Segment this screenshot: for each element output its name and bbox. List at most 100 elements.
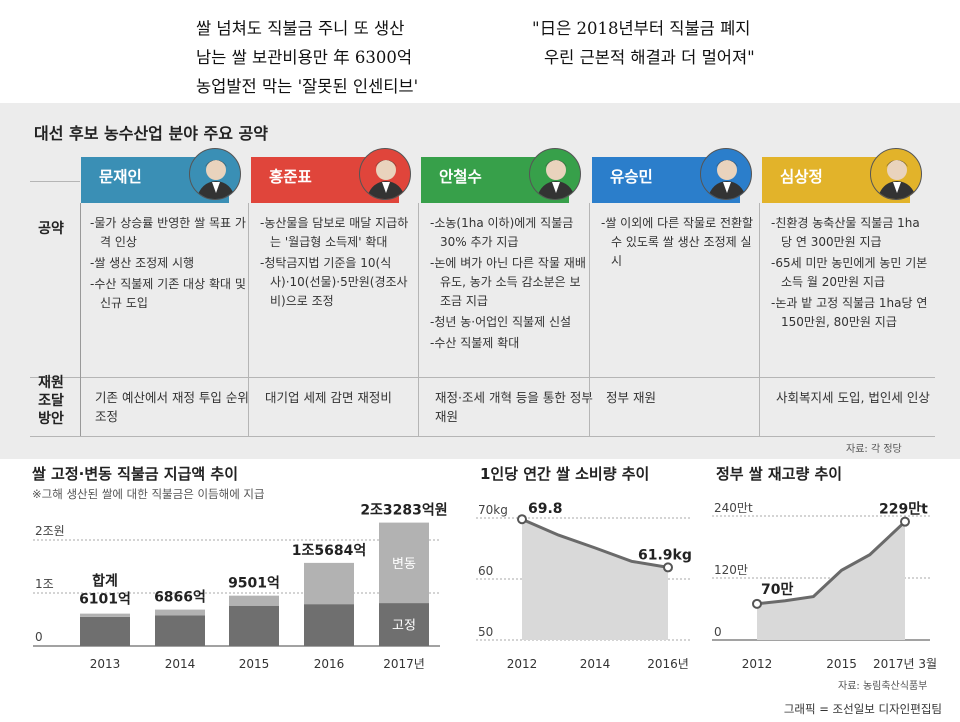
candidate-portrait	[189, 148, 241, 200]
candidate-portrait	[870, 148, 922, 200]
portrait-icon	[707, 160, 747, 199]
candidate-funding: 재정·조세 개혁 등을 통한 정부 재원	[435, 390, 593, 424]
total-label: 6866억	[154, 590, 206, 606]
stock-source: 자료: 농림축산식품부	[838, 681, 928, 692]
bar-variable	[304, 562, 354, 605]
portrait-icon	[366, 160, 406, 199]
x-tick-label: 2015	[826, 657, 857, 671]
headline-quote-line: "日은 2018년부터 직불금 폐지	[532, 19, 751, 38]
subsidy-chart-title: 쌀 고정·변동 직불금 지급액 추이	[32, 465, 238, 483]
candidate-funding: 정부 재원	[606, 390, 656, 405]
y-tick-label: 50	[478, 625, 493, 639]
graphic-credit: 그래픽 = 조선일보 디자인편집팀	[783, 702, 942, 716]
y-tick-label: 0	[714, 625, 722, 639]
x-tick-label: 2015	[239, 657, 270, 671]
series-line	[756, 520, 907, 606]
pledge-item: -청탁금지법 기준을 10(식사)·10(선물)·5만원(경조사비)으로 조정	[260, 256, 408, 308]
x-tick-label: 2012	[742, 657, 773, 671]
y-tick-label: 70kg	[478, 503, 508, 517]
bar-fixed	[155, 615, 205, 646]
bar-variable	[229, 595, 279, 606]
series-label-fixed: 고정	[392, 619, 416, 634]
candidate-portrait	[359, 148, 411, 200]
stock-chart-title: 정부 쌀 재고량 추이	[716, 465, 843, 483]
area-fill	[522, 519, 668, 640]
candidate-pledges: -쌀 이외에 다른 작물로 전환할 수 있도록 쌀 생산 조정제 실시	[601, 214, 759, 273]
data-point	[752, 598, 762, 609]
pledge-item: -논과 밭 고정 직불금 1ha당 연 150만원, 80만원 지급	[771, 296, 928, 329]
y-tick-label: 240만t	[714, 501, 753, 515]
consumption-chart-title: 1인당 연간 쌀 소비량 추이	[480, 465, 650, 483]
x-tick-label: 2013	[90, 657, 121, 671]
pledge-panel-title: 대선 후보 농수산업 분야 주요 공약	[34, 124, 268, 143]
row-label-pledge: 공약	[38, 221, 64, 237]
pledge-item: -수산 직불제 기존 대상 확대 및 신규 도입	[90, 277, 246, 310]
data-label: 229만t	[879, 502, 928, 518]
pledge-item: -농산물을 담보로 매달 지급하는 '월급형 소득제' 확대	[260, 216, 409, 249]
x-tick-label: 2016	[314, 657, 345, 671]
total-label: 6101억	[79, 592, 131, 608]
bar-variable	[80, 613, 130, 617]
candidate-pledges: -소농(1ha 이하)에게 직불금 30% 추가 지급 -논에 벼가 아닌 다른 …	[430, 214, 588, 355]
pledge-item: -소농(1ha 이하)에게 직불금 30% 추가 지급	[430, 216, 574, 249]
column-divider	[589, 203, 590, 436]
bar-variable	[155, 609, 205, 616]
divider	[30, 377, 935, 378]
total-label: 9501억	[228, 576, 280, 592]
bar-fixed	[304, 604, 354, 646]
bar-variable	[379, 522, 429, 604]
bar-fixed	[379, 603, 429, 646]
pledge-item: -쌀 이외에 다른 작물로 전환할 수 있도록 쌀 생산 조정제 실시	[601, 216, 754, 268]
headline-right: "日은 2018년부터 직불금 폐지 우린 근본적 해결과 더 멀어져"	[532, 14, 755, 72]
headline-line: 남는 쌀 보관비용만 年 6300억	[196, 48, 413, 67]
total-label: 합계	[92, 573, 118, 590]
x-tick-label: 2014	[580, 657, 611, 671]
series-label-variable: 변동	[392, 557, 416, 572]
candidate-pledges: -친환경 농축산물 직불금 1ha당 연 300만원 지급 -65세 미만 농민에…	[771, 214, 929, 334]
portrait-icon	[877, 160, 917, 199]
bar-fixed	[80, 616, 130, 646]
headline-line: 쌀 넘쳐도 직불금 주니 또 생산	[196, 19, 405, 38]
series-line	[521, 517, 669, 569]
headline-quote-line: 우린 근본적 해결과 더 멀어져"	[544, 48, 755, 67]
column-divider	[248, 203, 249, 436]
candidate-portrait	[529, 148, 581, 200]
pledge-item: -논에 벼가 아닌 다른 작물 재배 유도, 농가 소득 감소분은 보조금 지급	[430, 256, 586, 308]
headline-line: 농업발전 막는 '잘못된 인센티브'	[196, 77, 419, 96]
data-point	[900, 516, 910, 527]
x-tick-label: 2016년	[647, 657, 689, 671]
pledge-item: -65세 미만 농민에게 농민 기본 소득 월 20만원 지급	[771, 256, 928, 289]
pledge-item: -수산 직불제 확대	[430, 336, 520, 350]
column-divider	[418, 203, 419, 436]
y-tick-label: 1조	[35, 577, 54, 591]
column-divider	[759, 203, 760, 436]
x-tick-label: 2014	[165, 657, 196, 671]
divider	[30, 436, 935, 437]
bar-fixed	[229, 605, 279, 646]
data-point	[663, 562, 673, 573]
x-tick-label: 2017년	[383, 657, 425, 671]
headline-left: 쌀 넘쳐도 직불금 주니 또 생산 남는 쌀 보관비용만 年 6300억 농업발…	[196, 14, 418, 101]
divider	[30, 181, 80, 182]
portrait-icon	[536, 160, 576, 199]
source-note: 자료: 각 정당	[846, 444, 902, 455]
y-tick-label: 120만	[714, 563, 748, 577]
data-label: 61.9kg	[638, 547, 692, 563]
data-point	[517, 514, 527, 525]
x-tick-label: 2012	[507, 657, 538, 671]
pledge-item: -청년 농·어업인 직불제 신설	[430, 315, 572, 329]
x-tick-label: 2017년 3월	[873, 657, 937, 671]
row-label-funding: 재원 조달 방안	[38, 375, 64, 427]
candidate-funding: 사회복지세 도입, 법인세 인상	[776, 390, 930, 405]
y-tick-label: 0	[35, 630, 43, 644]
total-label: 1조5684억	[292, 543, 366, 559]
y-tick-label: 2조원	[35, 524, 65, 538]
candidate-pledges: -농산물을 담보로 매달 지급하는 '월급형 소득제' 확대 -청탁금지법 기준을…	[260, 214, 418, 313]
subsidy-chart-note: ※그해 생산된 쌀에 대한 직불금은 이듬해에 지급	[32, 487, 265, 501]
pledge-item: -친환경 농축산물 직불금 1ha당 연 300만원 지급	[771, 216, 920, 249]
divider	[80, 203, 81, 436]
data-label: 69.8	[528, 501, 563, 517]
portrait-icon	[196, 160, 236, 199]
y-tick-label: 60	[478, 564, 493, 578]
